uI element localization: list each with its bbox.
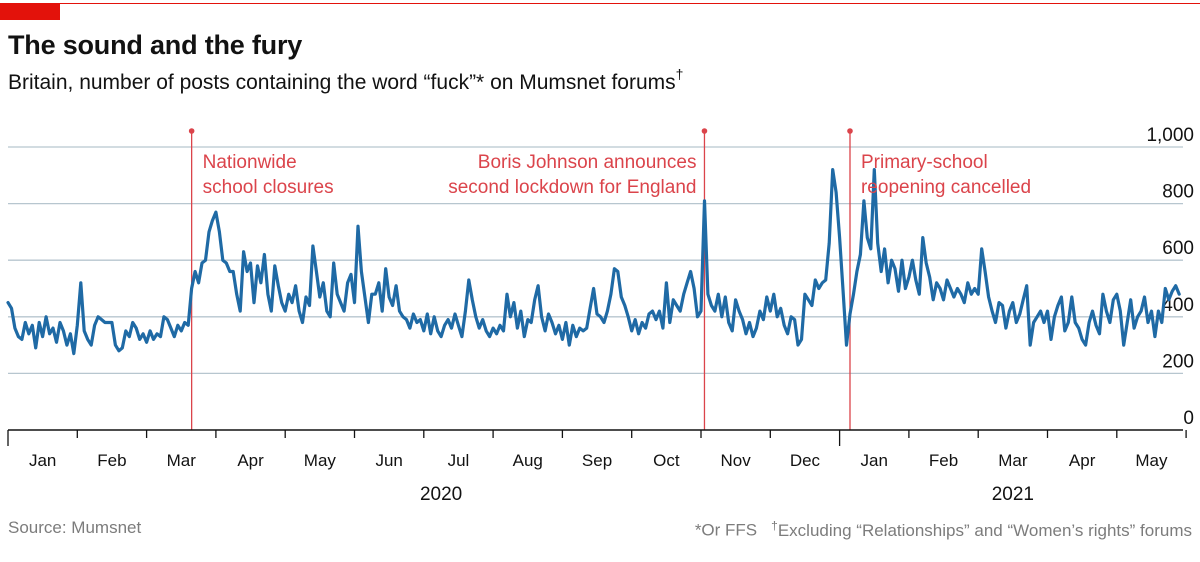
- footnote-dagger: †: [771, 518, 778, 532]
- series-line: [6, 168, 1181, 356]
- annotation-dot: [701, 128, 708, 134]
- annotation-text: school closures: [203, 177, 334, 198]
- subtitle-dagger: †: [675, 66, 684, 82]
- x-tick-label: Aug: [513, 451, 543, 470]
- x-tick-label: Apr: [1069, 451, 1096, 470]
- annotation-dot: [847, 128, 853, 134]
- x-tick-label: May: [304, 451, 337, 470]
- x-tick-label: Mar: [998, 451, 1028, 470]
- x-tick-label: Jul: [448, 451, 470, 470]
- annotation-text: reopening cancelled: [861, 177, 1031, 198]
- annotation-lines: [188, 128, 853, 430]
- subtitle-text: Britain, number of posts containing the …: [8, 71, 676, 94]
- annotation-dot: [188, 128, 195, 134]
- x-tick-label: Jan: [29, 451, 56, 470]
- x-tick-label: Nov: [721, 451, 752, 470]
- year-label: 2021: [992, 484, 1034, 505]
- source-note: Source: Mumsnet: [8, 518, 142, 537]
- footnotes: *Or FFS †Excluding “Relationships” and “W…: [695, 518, 1192, 541]
- chart-subtitle: Britain, number of posts containing the …: [8, 66, 684, 95]
- y-tick-label: 0: [1183, 408, 1194, 429]
- x-tick-label: Oct: [653, 451, 680, 470]
- annotation-labels: Nationwide school closures Boris Johnson a…: [203, 152, 1031, 198]
- x-axis: Jan Feb Mar Apr May Jun Jul Aug Sep Oct Nov Dec Jan F…: [7, 429, 1187, 505]
- footnote-ffs: *Or FFS: [694, 520, 758, 540]
- x-tick-label: Jun: [375, 451, 402, 470]
- series-line-group: [6, 168, 1181, 356]
- x-tick-label: Mar: [167, 451, 197, 470]
- annotation-text: Primary-school: [861, 152, 988, 173]
- top-red-rule: [0, 3, 1200, 4]
- y-tick-label: 800: [1162, 182, 1194, 203]
- x-tick-label: Dec: [790, 451, 821, 470]
- annotation-text: Boris Johnson announces: [478, 152, 697, 173]
- annotation-text: second lockdown for England: [448, 177, 696, 198]
- brand-tag: [0, 3, 60, 20]
- y-tick-label: 1,000: [1146, 125, 1194, 146]
- x-tick-label: Feb: [929, 451, 958, 470]
- footnote-excluding-text: Excluding “Relationships” and “Women’s r…: [777, 520, 1192, 540]
- chart-title: The sound and the fury: [8, 30, 303, 60]
- x-tick-label: Jan: [861, 451, 888, 470]
- y-tick-label: 600: [1162, 238, 1194, 259]
- footnote-excluding: †Excluding “Relationships” and “Women’s …: [771, 518, 1192, 540]
- x-tick-label: Sep: [582, 451, 612, 470]
- x-tick-label: Feb: [97, 451, 126, 470]
- year-label: 2020: [420, 484, 462, 505]
- annotation-text: Nationwide: [203, 152, 297, 173]
- x-tick-label: May: [1135, 451, 1168, 470]
- y-tick-label: 200: [1162, 351, 1194, 372]
- x-tick-label: Apr: [237, 451, 264, 470]
